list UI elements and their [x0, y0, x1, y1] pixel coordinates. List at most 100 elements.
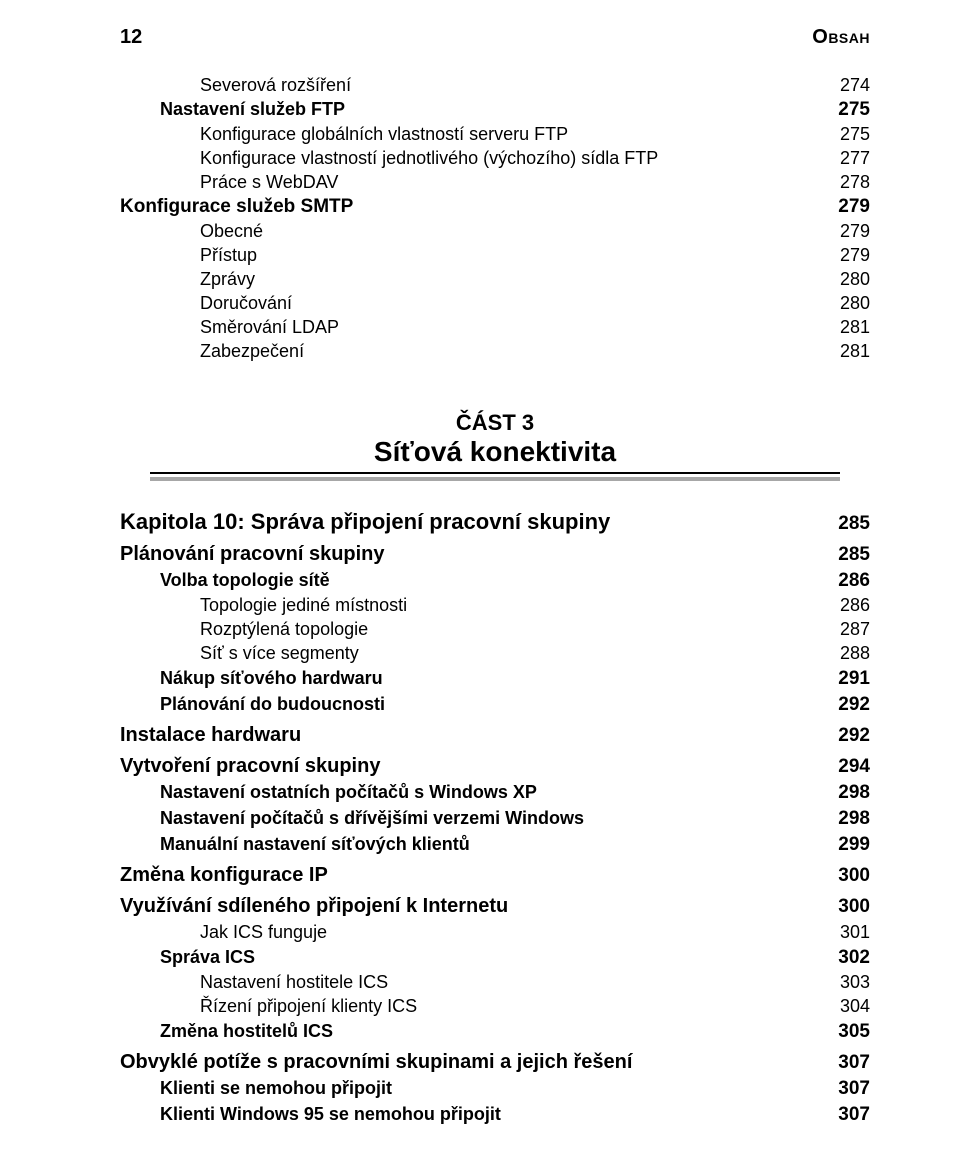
toc-page: 280 [840, 269, 870, 290]
toc-row: Změna konfigurace IP300 [120, 864, 870, 887]
toc-row: Vytvoření pracovní skupiny 294 [120, 755, 870, 778]
toc-row: Topologie jediné místnosti 286 [200, 595, 870, 616]
toc-page: 279 [840, 245, 870, 266]
toc-page: 280 [840, 293, 870, 314]
toc-row: Obecné 279 [200, 221, 870, 242]
toc-page: 294 [838, 756, 870, 778]
toc-label: Doručování [200, 293, 292, 314]
page-number: 12 [120, 26, 142, 49]
toc-page: 277 [840, 148, 870, 169]
toc-page: 300 [838, 865, 870, 887]
toc-label: Topologie jediné místnosti [200, 595, 407, 616]
toc-label: Nastavení ostatních počítačů s Windows X… [160, 782, 537, 803]
toc-page: 278 [840, 172, 870, 193]
part-title: Síťová konektivita [120, 436, 870, 468]
toc-page: 288 [840, 643, 870, 664]
toc-row: Plánování do budoucnosti 292 [160, 694, 870, 716]
toc-label: Nastavení počítačů s dřívějšími verzemi … [160, 808, 584, 829]
toc-label: Plánování do budoucnosti [160, 694, 385, 715]
divider-thin [150, 472, 840, 474]
toc-row: Obvyklé potíže s pracovními skupinami a … [120, 1051, 870, 1074]
toc-label: Přístup [200, 245, 257, 266]
toc-label: Klienti Windows 95 se nemohou připojit [160, 1104, 501, 1125]
toc-page: 292 [838, 725, 870, 747]
toc-label: Změna hostitelů ICS [160, 1021, 333, 1042]
toc-row: Nastavení služeb FTP275 [160, 99, 870, 121]
toc-row: Doručování 280 [200, 293, 870, 314]
toc-upper-block: Severová rozšíření 274 Nastavení služeb FT… [120, 75, 870, 362]
toc-label: Síť s více segmenty [200, 643, 359, 664]
toc-page: 275 [838, 99, 870, 121]
toc-label: Směrování LDAP [200, 317, 339, 338]
toc-label: Severová rozšíření [200, 75, 351, 96]
toc-page: 291 [838, 668, 870, 690]
toc-page: 292 [838, 694, 870, 716]
toc-label: Obvyklé potíže s pracovními skupinami a … [120, 1051, 632, 1074]
toc-row: Zabezpečení 281 [200, 341, 870, 362]
toc-row: Správa ICS302 [160, 947, 870, 969]
toc-row: Přístup 279 [200, 245, 870, 266]
toc-row: Síť s více segmenty 288 [200, 643, 870, 664]
toc-page: 279 [838, 196, 870, 218]
toc-page: 279 [840, 221, 870, 242]
toc-page: 275 [840, 124, 870, 145]
page: 12 Obsah Severová rozšíření 274 Nastavení … [0, 0, 960, 1169]
toc-row: Konfigurace globálních vlastností server… [200, 124, 870, 145]
toc-page: 281 [840, 341, 870, 362]
toc-row: Řízení připojení klienty ICS 304 [200, 996, 870, 1017]
part-heading: ČÁST 3 Síťová konektivita [120, 410, 870, 468]
toc-label: Obecné [200, 221, 263, 242]
toc-page: 300 [838, 896, 870, 918]
toc-page: 307 [838, 1104, 870, 1126]
toc-page: 305 [838, 1021, 870, 1043]
toc-row: Konfigurace vlastností jednotlivého (výc… [200, 148, 870, 169]
toc-label: Konfigurace globálních vlastností server… [200, 124, 568, 145]
toc-row: Rozptýlená topologie287 [200, 619, 870, 640]
toc-row: Nákup síťového hardwaru 291 [160, 668, 870, 690]
page-header: 12 Obsah [120, 26, 870, 49]
toc-label: Klienti se nemohou připojit [160, 1078, 392, 1099]
toc-row: Manuální nastavení síťových klientů299 [160, 834, 870, 856]
toc-page: 274 [840, 75, 870, 96]
toc-row: Volba topologie sítě 286 [160, 570, 870, 592]
toc-page: 307 [838, 1078, 870, 1100]
toc-page: 298 [838, 808, 870, 830]
toc-label: Řízení připojení klienty ICS [200, 996, 417, 1017]
toc-page: 286 [840, 595, 870, 616]
toc-page: 301 [840, 922, 870, 943]
toc-page: 307 [838, 1052, 870, 1074]
toc-label: Jak ICS funguje [200, 922, 327, 943]
toc-page: 286 [838, 570, 870, 592]
toc-label: Konfigurace vlastností jednotlivého (výc… [200, 148, 658, 169]
toc-row: Zprávy280 [200, 269, 870, 290]
toc-label: Nákup síťového hardwaru [160, 668, 383, 689]
divider-thick [150, 477, 840, 481]
toc-row: Nastavení ostatních počítačů s Windows X… [160, 782, 870, 804]
toc-label: Volba topologie sítě [160, 570, 330, 591]
toc-page: 302 [838, 947, 870, 969]
toc-row: Využívání sdíleného připojení k Internet… [120, 895, 870, 918]
toc-row: Kapitola 10: Správa připojení pracovní s… [120, 509, 870, 535]
toc-lower-block: Kapitola 10: Správa připojení pracovní s… [120, 509, 870, 1126]
toc-row: Plánování pracovní skupiny 285 [120, 543, 870, 566]
toc-row: Nastavení počítačů s dřívějšími verzemi … [160, 808, 870, 830]
toc-label: Kapitola 10: Správa připojení pracovní s… [120, 509, 610, 535]
part-label: ČÁST 3 [120, 410, 870, 436]
toc-row: Směrování LDAP 281 [200, 317, 870, 338]
toc-label: Instalace hardwaru [120, 724, 301, 747]
toc-label: Manuální nastavení síťových klientů [160, 834, 470, 855]
toc-page: 303 [840, 972, 870, 993]
toc-label: Práce s WebDAV [200, 172, 338, 193]
toc-page: 285 [838, 544, 870, 566]
toc-page: 287 [840, 619, 870, 640]
toc-row: Jak ICS funguje 301 [200, 922, 870, 943]
toc-label: Vytvoření pracovní skupiny [120, 755, 380, 778]
toc-row: Klienti se nemohou připojit 307 [160, 1078, 870, 1100]
toc-page: 281 [840, 317, 870, 338]
toc-row: Nastavení hostitele ICS 303 [200, 972, 870, 993]
toc-label: Plánování pracovní skupiny [120, 543, 385, 566]
toc-label: Zabezpečení [200, 341, 304, 362]
toc-row: Severová rozšíření 274 [200, 75, 870, 96]
toc-label: Nastavení hostitele ICS [200, 972, 388, 993]
toc-page: 304 [840, 996, 870, 1017]
